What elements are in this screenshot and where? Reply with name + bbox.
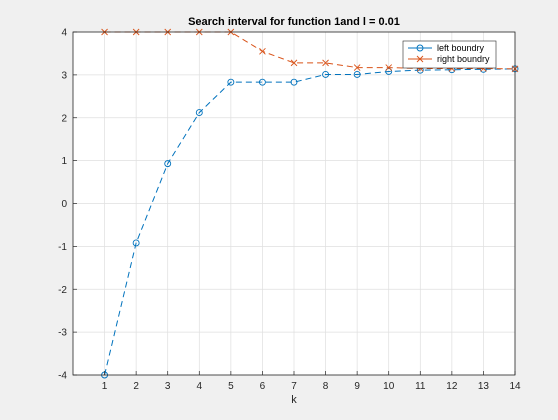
x-tick-label: 14 <box>509 381 521 392</box>
legend-marker <box>416 44 424 52</box>
data-point-right-boundry <box>290 59 298 67</box>
marker-stroke <box>322 59 329 67</box>
data-point-left-boundry <box>353 70 361 78</box>
data-point-left-boundry <box>164 160 172 168</box>
data-point-right-boundry <box>385 64 393 71</box>
marker-stroke <box>290 59 298 67</box>
series-line-right-boundry <box>104 31 516 70</box>
x-tick-label: 9 <box>354 381 360 392</box>
legend-entry-left-boundry: left boundry <box>408 43 485 53</box>
data-point-left-boundry <box>258 78 266 86</box>
marker-stroke <box>353 64 361 71</box>
data-point-left-boundry <box>132 239 140 247</box>
legend-label: right boundry <box>437 54 490 64</box>
marker-stroke <box>259 47 266 55</box>
data-point-left-boundry <box>322 70 330 78</box>
data-point-left-boundry <box>385 67 393 75</box>
x-tick-label: 3 <box>165 381 171 392</box>
x-tick-label: 7 <box>291 381 297 392</box>
data-point-left-boundry <box>290 78 298 86</box>
y-tick-label: 0 <box>61 199 67 210</box>
x-tick-label: 11 <box>415 381 426 392</box>
data-point-right-boundry <box>353 64 361 71</box>
x-tick-label: 10 <box>383 381 395 392</box>
x-tick-label: 13 <box>478 381 490 392</box>
x-tick-label: 5 <box>228 381 234 392</box>
data-point-left-boundry <box>195 109 203 117</box>
marker-stroke <box>416 55 424 63</box>
data-point-left-boundry <box>227 78 235 86</box>
y-tick-label: -2 <box>58 285 67 296</box>
x-tick-label: 8 <box>323 381 329 392</box>
y-tick-label: 2 <box>61 113 67 124</box>
y-tick-label: 4 <box>61 28 67 39</box>
y-tick-label: -3 <box>58 328 67 339</box>
y-tick-label: 1 <box>61 156 67 167</box>
x-tick-label: 4 <box>197 381 203 392</box>
legend-marker <box>416 55 424 63</box>
x-axis-label: k <box>291 394 297 406</box>
marker-stroke <box>385 64 393 71</box>
series-left-boundry <box>101 65 519 379</box>
x-tick-label: 12 <box>446 381 458 392</box>
data-point-right-boundry <box>322 59 329 67</box>
x-tick-label: 6 <box>260 381 266 392</box>
series-line-left-boundry <box>104 68 516 376</box>
x-tick-label: 2 <box>133 381 139 392</box>
x-tick-label: 1 <box>102 381 108 392</box>
legend-label: left boundry <box>437 43 485 53</box>
legend-entry-right-boundry: right boundry <box>408 54 490 64</box>
data-point-right-boundry <box>259 47 266 55</box>
chart-title: Search interval for function 1and l = 0.… <box>188 16 400 28</box>
y-tick-label: -1 <box>58 242 67 253</box>
y-tick-label: -4 <box>58 371 67 382</box>
y-tick-label: 3 <box>61 70 67 81</box>
